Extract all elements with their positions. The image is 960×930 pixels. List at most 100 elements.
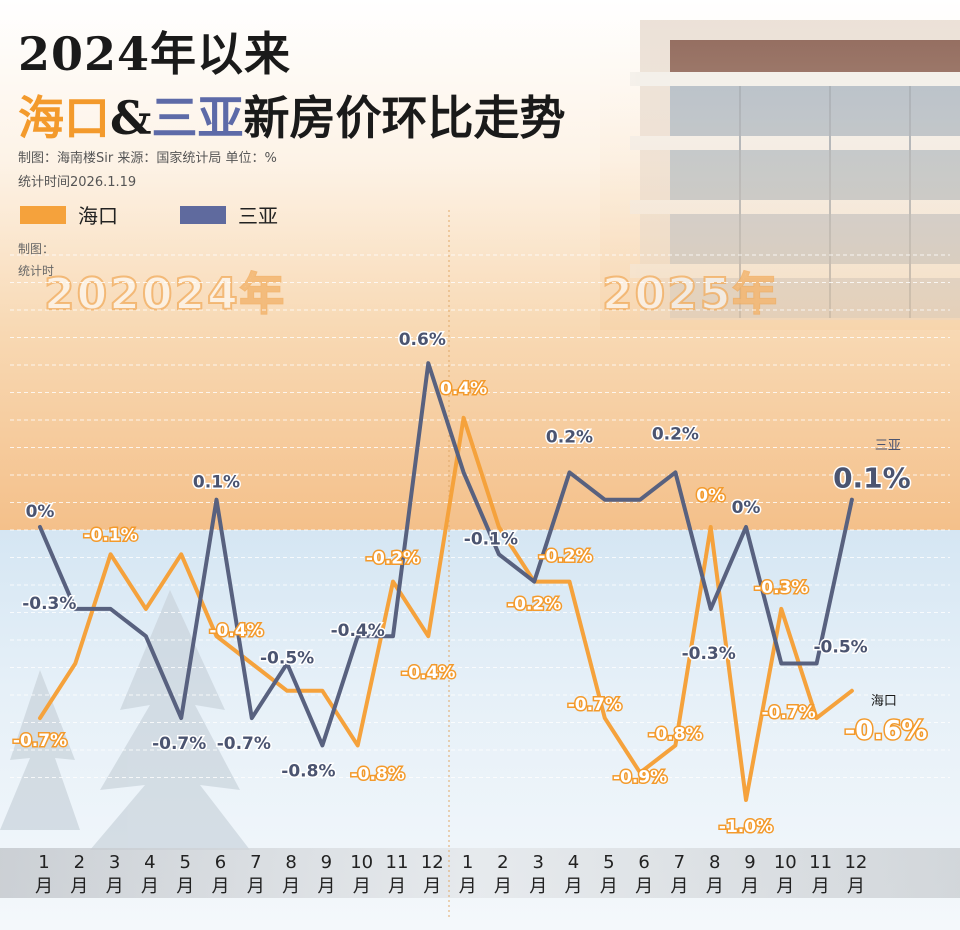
- x-tick-label: 6: [215, 852, 226, 873]
- x-tick-label: 4: [568, 852, 579, 873]
- x-tick-label-unit: 月: [776, 876, 794, 897]
- x-tick-label: 3: [532, 852, 543, 873]
- data-label-sanya: -0.3%: [22, 594, 76, 614]
- x-tick-label: 10: [774, 852, 797, 873]
- data-label-haikou: -0.2%: [507, 595, 561, 615]
- x-tick-label-unit: 月: [529, 876, 547, 897]
- data-label-sanya: -0.7%: [152, 734, 206, 754]
- x-tick-label-unit: 月: [106, 876, 124, 897]
- legend-label-sanya: 三亚: [238, 204, 278, 228]
- title-rest: 新房价环比走势: [243, 91, 566, 145]
- x-tick-label: 9: [321, 852, 332, 873]
- data-label-haikou: -0.2%: [366, 549, 420, 569]
- series-line-sanya: [38, 361, 854, 748]
- data-label-haikou: -0.7%: [13, 731, 67, 751]
- data-label-haikou: -0.4%: [209, 621, 263, 641]
- data-label-haikou: -0.1%: [83, 525, 137, 545]
- legend-item-haikou: 海口: [20, 200, 118, 229]
- data-label-sanya: -0.5%: [813, 638, 867, 658]
- x-tick-label: 11: [386, 852, 409, 873]
- data-label-haikou: -0.6%: [844, 716, 927, 746]
- x-tick-label-unit: 月: [812, 876, 830, 897]
- x-tick-label: 7: [250, 852, 261, 873]
- data-label-haikou: -0.8%: [351, 764, 405, 784]
- data-label-sanya: -0.5%: [260, 649, 314, 669]
- x-tick-label-unit: 月: [282, 876, 300, 897]
- data-label-haikou: 0%: [696, 486, 725, 506]
- x-tick-label-unit: 月: [176, 876, 194, 897]
- data-label-sanya: 0.6%: [399, 330, 446, 350]
- x-tick-label-unit: 月: [141, 876, 159, 897]
- x-tick-label-unit: 月: [670, 876, 688, 897]
- end-label-haikou: 海口: [871, 694, 897, 709]
- ghost-text-2: 统计时: [18, 264, 55, 278]
- data-label-haikou: -0.2%: [538, 547, 592, 567]
- ghost-text-1: 制图：: [18, 242, 55, 256]
- title-line2: 海口&三亚新房价环比走势: [18, 82, 566, 148]
- x-tick-label-unit: 月: [423, 876, 441, 897]
- x-tick-label-unit: 月: [388, 876, 406, 897]
- x-tick-label: 4: [144, 852, 155, 873]
- year-label-2025: 2025年: [601, 268, 779, 321]
- x-tick-label-unit: 月: [212, 876, 230, 897]
- x-tick-label: 1: [38, 852, 49, 873]
- data-label-sanya: 0%: [26, 502, 55, 522]
- data-label-haikou: -0.8%: [648, 724, 702, 744]
- legend-label-haikou: 海口: [78, 204, 118, 228]
- x-tick-label: 10: [350, 852, 373, 873]
- data-label-haikou: 0.4%: [440, 379, 487, 399]
- x-tick-label: 5: [603, 852, 614, 873]
- data-label-sanya: 0.1%: [833, 462, 911, 495]
- stat-time: 统计时间2026.1.19: [18, 175, 137, 190]
- year-label-2024: 202024年: [43, 268, 286, 321]
- data-label-haikou: -0.7%: [761, 703, 815, 723]
- x-tick-label-unit: 月: [35, 876, 53, 897]
- x-tick-label-unit: 月: [247, 876, 265, 897]
- data-label-sanya: -0.8%: [281, 761, 335, 781]
- data-label-sanya: -0.4%: [331, 621, 385, 641]
- source-line: 制图：海南楼Sir 来源：国家统计局 单位：%: [18, 151, 277, 166]
- x-tick-label: 2: [497, 852, 508, 873]
- data-label-sanya: 0.2%: [652, 424, 699, 444]
- x-tick-label-unit: 月: [635, 876, 653, 897]
- x-tick-label: 1: [462, 852, 473, 873]
- x-tick-label-unit: 月: [741, 876, 759, 897]
- x-tick-label: 8: [709, 852, 720, 873]
- series-line-haikou: [38, 415, 854, 802]
- title-sanya: 三亚: [151, 91, 244, 145]
- x-tick-label: 11: [809, 852, 832, 873]
- title-amp: &: [110, 91, 152, 145]
- x-tick-label-unit: 月: [706, 876, 724, 897]
- data-label-haikou: -0.4%: [401, 663, 455, 683]
- legend-item-sanya: 三亚: [180, 200, 278, 229]
- building-illustration: [600, 0, 960, 330]
- x-tick-label-unit: 月: [317, 876, 335, 897]
- data-label-sanya: 0%: [732, 498, 761, 518]
- x-tick-label-unit: 月: [600, 876, 618, 897]
- title-line1: 2024年以来: [18, 27, 292, 81]
- data-label-sanya: 0.1%: [193, 473, 240, 493]
- data-label-haikou: -0.9%: [613, 768, 667, 788]
- x-tick-label-unit: 月: [847, 876, 865, 897]
- x-tick-label: 3: [109, 852, 120, 873]
- data-label-sanya: 0.2%: [546, 427, 593, 447]
- x-tick-label-unit: 月: [70, 876, 88, 897]
- end-label-sanya: 三亚: [875, 439, 901, 454]
- x-tick-label: 6: [638, 852, 649, 873]
- x-tick-label: 9: [744, 852, 755, 873]
- x-tick-label-unit: 月: [494, 876, 512, 897]
- legend: 海口 三亚: [20, 200, 340, 229]
- x-tick-label: 5: [179, 852, 190, 873]
- x-axis-band: [0, 848, 960, 898]
- x-tick-label: 2: [74, 852, 85, 873]
- legend-swatch-haikou: [20, 205, 66, 224]
- title-haikou: 海口: [18, 91, 110, 145]
- data-label-sanya: -0.1%: [464, 529, 518, 549]
- x-tick-label-unit: 月: [353, 876, 371, 897]
- data-label-haikou: -0.3%: [754, 578, 808, 598]
- data-label-sanya: -0.7%: [217, 734, 271, 754]
- x-tick-label-unit: 月: [565, 876, 583, 897]
- legend-swatch-sanya: [180, 205, 226, 224]
